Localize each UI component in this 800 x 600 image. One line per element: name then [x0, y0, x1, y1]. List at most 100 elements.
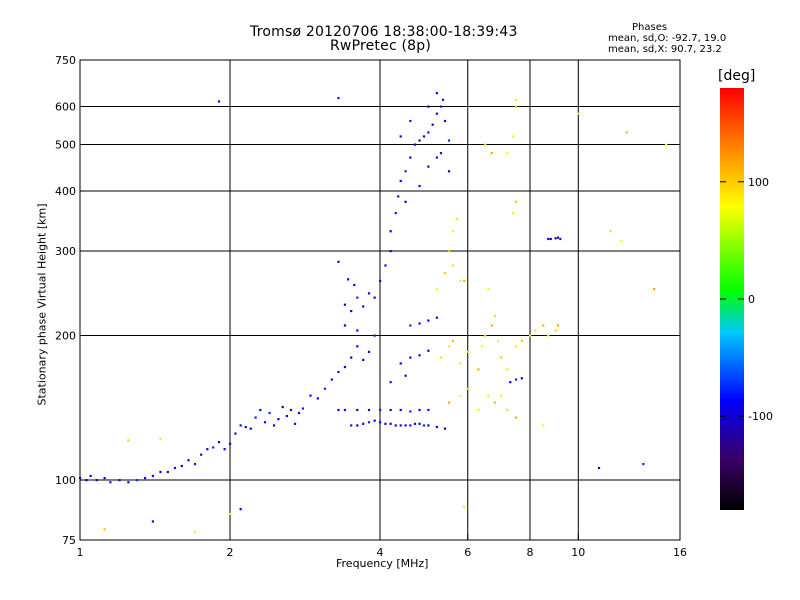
data-point-o [554, 237, 557, 240]
data-point-o [297, 411, 301, 415]
data-point-x [620, 239, 623, 243]
data-point-o [373, 419, 376, 422]
data-point-x [496, 339, 500, 343]
data-point-o [427, 424, 430, 427]
data-point-o [356, 329, 359, 332]
data-point-o [239, 508, 242, 511]
data-point-o [356, 296, 359, 299]
y-tick-label: 300 [55, 245, 76, 258]
data-point-o [399, 424, 402, 427]
data-point-x [451, 339, 455, 343]
data-point-o [135, 479, 138, 482]
data-point-o [404, 170, 407, 173]
data-point-o [431, 123, 434, 126]
data-point-x [512, 212, 515, 215]
data-point-o [316, 397, 319, 400]
data-point-o [556, 236, 560, 239]
data-point-o [285, 414, 288, 418]
data-point-o [418, 184, 421, 188]
phases-heading: Phases [632, 22, 668, 33]
data-point-o [427, 408, 430, 412]
data-point-x [193, 530, 197, 534]
data-point-o [447, 139, 451, 142]
colorbar-tick-label: 0 [748, 293, 755, 306]
data-point-x [542, 324, 545, 327]
colorbar-tick-label: -100 [748, 410, 773, 423]
data-point-o [399, 408, 402, 412]
data-point-x [542, 424, 545, 427]
data-points [79, 92, 668, 534]
data-point-o [206, 448, 209, 451]
data-point-o [343, 365, 347, 369]
data-point-o [409, 410, 412, 413]
data-point-o [309, 394, 312, 397]
data-point-o [223, 448, 226, 451]
data-point-x [534, 329, 537, 332]
data-point-o [427, 165, 430, 168]
data-point-o [409, 324, 412, 327]
data-point-o [109, 481, 112, 484]
colorbar-tick-label: 100 [748, 176, 769, 189]
data-point-x [506, 408, 509, 412]
phase-stats-o: mean, sd,O: -92.7, 19.0 [608, 33, 727, 44]
data-point-o [404, 200, 407, 203]
data-point-o [520, 377, 523, 380]
data-point-o [418, 354, 421, 357]
data-point-o [259, 408, 262, 412]
data-point-x [493, 401, 497, 404]
data-point-o [642, 462, 645, 466]
data-point-x [490, 324, 493, 327]
data-point-o [159, 470, 162, 474]
data-point-o [118, 479, 121, 482]
data-point-o [200, 453, 203, 456]
data-point-o [435, 425, 438, 429]
data-point-o [151, 520, 155, 523]
data-point-x [451, 230, 455, 233]
data-point-o [143, 476, 147, 480]
data-point-x [515, 416, 518, 419]
data-point-o [151, 474, 155, 478]
x-tick-label: 1 [77, 546, 84, 559]
data-point-o [409, 156, 412, 159]
data-point-x [500, 394, 503, 397]
data-point-o [389, 250, 392, 253]
data-point-o [217, 441, 221, 444]
data-point-o [394, 424, 397, 427]
data-point-o [389, 422, 392, 425]
data-point-o [356, 408, 359, 412]
data-point-o [127, 481, 130, 484]
y-tick-label: 600 [55, 101, 76, 114]
data-point-o [343, 324, 347, 327]
data-point-x [451, 264, 455, 267]
data-point-o [254, 416, 257, 419]
data-point-o [399, 362, 402, 365]
data-point-o [217, 100, 221, 103]
data-point-o [239, 424, 242, 427]
data-point-o [337, 260, 340, 263]
data-point-o [597, 466, 601, 470]
data-point-o [212, 446, 215, 449]
data-point-x [625, 131, 628, 134]
data-point-x [127, 439, 130, 442]
data-point-x [459, 362, 462, 365]
data-point-o [337, 97, 340, 100]
data-point-x [653, 288, 656, 291]
y-tick-label: 75 [62, 534, 76, 547]
data-point-o [435, 112, 438, 115]
y-tick-label: 100 [55, 474, 76, 487]
data-point-x [506, 152, 509, 155]
data-point-o [418, 408, 421, 412]
data-point-o [362, 358, 365, 362]
data-point-x [439, 356, 443, 359]
data-point-x [435, 288, 438, 291]
data-point-o [418, 422, 421, 425]
data-point-o [389, 230, 392, 233]
chart-title: Tromsø 20120706 18:38:00-18:39:43 [250, 24, 518, 40]
data-point-o [404, 424, 407, 427]
data-point-x [490, 152, 493, 155]
data-point-o [413, 422, 417, 425]
x-tick-label: 8 [527, 546, 534, 559]
data-point-x [463, 505, 466, 508]
data-point-o [337, 370, 340, 374]
